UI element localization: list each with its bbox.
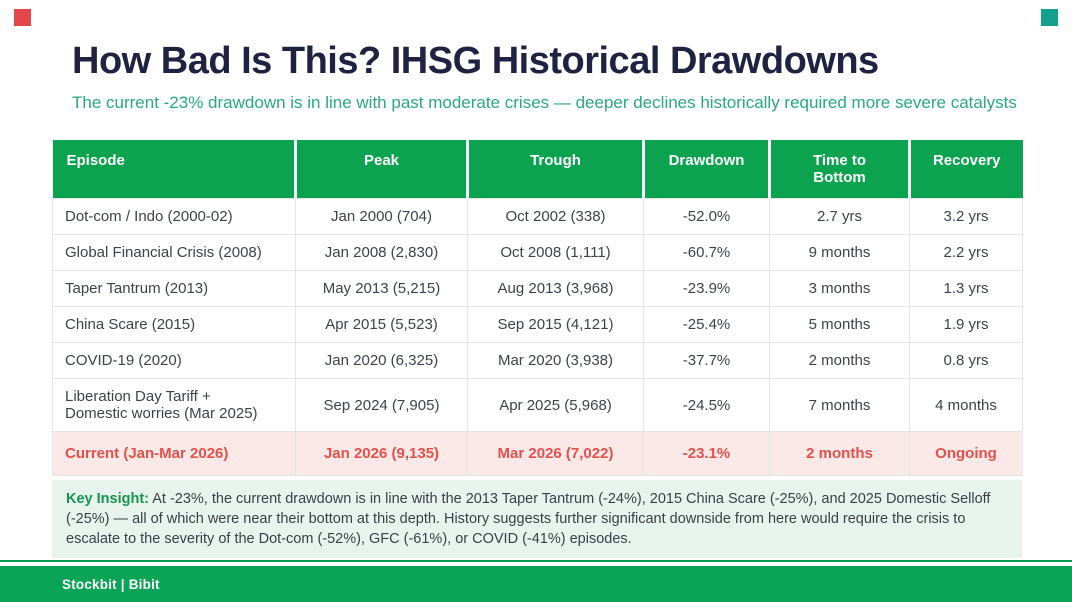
cell-trough: Oct 2002 (338) (467, 198, 644, 235)
col-header-trough: Trough (466, 140, 644, 199)
cell-peak: May 2013 (5,215) (295, 270, 468, 307)
cell-peak: Jan 2008 (2,830) (295, 234, 468, 271)
cell-time-to-bottom: 2.7 yrs (769, 198, 910, 235)
cell-peak: Jan 2020 (6,325) (295, 342, 468, 379)
col-header-episode: Episode (52, 140, 296, 199)
cell-trough: Apr 2025 (5,968) (467, 378, 644, 432)
footer-bar: Stockbit | Bibit (0, 566, 1072, 602)
key-insight-text: At -23%, the current drawdown is in line… (66, 491, 991, 547)
cell-recovery: Ongoing (909, 431, 1023, 476)
cell-trough: Aug 2013 (3,968) (467, 270, 644, 307)
cell-drawdown: -52.0% (643, 198, 770, 235)
cell-peak: Jan 2026 (9,135) (295, 431, 468, 476)
cell-drawdown: -60.7% (643, 234, 770, 271)
table-row: Global Financial Crisis (2008) Jan 2008 … (52, 234, 1023, 271)
cell-recovery: 4 months (909, 378, 1023, 432)
col-header-recovery: Recovery (908, 140, 1023, 199)
cell-recovery: 2.2 yrs (909, 234, 1023, 271)
table-row-current: Current (Jan-Mar 2026) Jan 2026 (9,135) … (52, 431, 1023, 476)
cell-recovery: 1.9 yrs (909, 306, 1023, 343)
cell-recovery: 0.8 yrs (909, 342, 1023, 379)
cell-episode: China Scare (2015) (52, 306, 296, 343)
cell-episode: Liberation Day Tariff + Domestic worries… (52, 378, 296, 432)
cell-episode: Dot-com / Indo (2000-02) (52, 198, 296, 235)
key-insight-label: Key Insight: (66, 491, 149, 507)
col-header-peak: Peak (294, 140, 468, 199)
cell-time-to-bottom: 3 months (769, 270, 910, 307)
cell-time-to-bottom: 9 months (769, 234, 910, 271)
table-row: Dot-com / Indo (2000-02) Jan 2000 (704) … (52, 198, 1023, 235)
cell-peak: Apr 2015 (5,523) (295, 306, 468, 343)
cell-drawdown: -23.9% (643, 270, 770, 307)
cell-recovery: 3.2 yrs (909, 198, 1023, 235)
cell-time-to-bottom: 7 months (769, 378, 910, 432)
accent-square-teal (1041, 9, 1058, 26)
cell-drawdown: -25.4% (643, 306, 770, 343)
cell-trough: Sep 2015 (4,121) (467, 306, 644, 343)
cell-peak: Sep 2024 (7,905) (295, 378, 468, 432)
cell-time-to-bottom: 2 months (769, 431, 910, 476)
cell-trough: Mar 2020 (3,938) (467, 342, 644, 379)
cell-episode: COVID-19 (2020) (52, 342, 296, 379)
page-subtitle: The current -23% drawdown is in line wit… (72, 93, 1017, 112)
page-title: How Bad Is This? IHSG Historical Drawdow… (72, 40, 879, 82)
cell-time-to-bottom: 5 months (769, 306, 910, 343)
cell-episode: Global Financial Crisis (2008) (52, 234, 296, 271)
cell-drawdown: -24.5% (643, 378, 770, 432)
table-row: Liberation Day Tariff + Domestic worries… (52, 378, 1023, 432)
table-row: China Scare (2015) Apr 2015 (5,523) Sep … (52, 306, 1023, 343)
cell-episode: Current (Jan-Mar 2026) (52, 431, 296, 476)
col-header-drawdown: Drawdown (642, 140, 770, 199)
cell-time-to-bottom: 2 months (769, 342, 910, 379)
cell-drawdown: -37.7% (643, 342, 770, 379)
table-row: Taper Tantrum (2013) May 2013 (5,215) Au… (52, 270, 1023, 307)
drawdowns-table: Episode Peak Trough Drawdown Time to Bot… (52, 140, 1023, 476)
footer-divider (0, 560, 1072, 562)
cell-trough: Oct 2008 (1,111) (467, 234, 644, 271)
cell-drawdown: -23.1% (643, 431, 770, 476)
cell-peak: Jan 2000 (704) (295, 198, 468, 235)
cell-recovery: 1.3 yrs (909, 270, 1023, 307)
table-header-row: Episode Peak Trough Drawdown Time to Bot… (52, 140, 1023, 199)
table-row: COVID-19 (2020) Jan 2020 (6,325) Mar 202… (52, 342, 1023, 379)
cell-trough: Mar 2026 (7,022) (467, 431, 644, 476)
col-header-time-to-bottom: Time to Bottom (768, 140, 910, 199)
key-insight-box: Key Insight: At -23%, the current drawdo… (52, 480, 1022, 558)
cell-episode: Taper Tantrum (2013) (52, 270, 296, 307)
accent-square-red (14, 9, 31, 26)
brand-label: Stockbit | Bibit (62, 576, 160, 592)
